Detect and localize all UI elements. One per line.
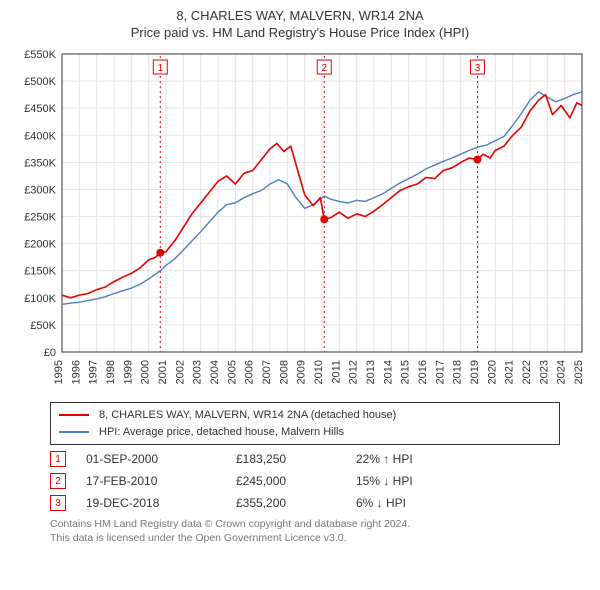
sale-date: 19-DEC-2018 <box>86 496 236 510</box>
sale-badge: 3 <box>50 495 66 511</box>
svg-text:2017: 2017 <box>434 360 446 384</box>
legend-swatch <box>59 431 89 433</box>
svg-text:2014: 2014 <box>382 360 394 384</box>
sale-diff-vs-hpi: 22% ↑ HPI <box>356 452 496 466</box>
sale-badge: 2 <box>50 473 66 489</box>
sales-table: 1 01-SEP-2000£183,25022% ↑ HPI 2 17-FEB-201… <box>50 451 590 511</box>
svg-text:£0: £0 <box>44 347 56 359</box>
svg-text:2: 2 <box>321 63 327 74</box>
svg-text:1996: 1996 <box>70 360 82 384</box>
svg-text:2003: 2003 <box>192 360 204 384</box>
svg-text:£550K: £550K <box>24 49 56 61</box>
svg-text:1997: 1997 <box>88 360 100 384</box>
chart: £0 £50K £100K £150K £200K £250K £300K £350K £400… <box>10 46 590 396</box>
svg-text:£250K: £250K <box>24 212 56 224</box>
svg-text:2021: 2021 <box>504 360 516 384</box>
sales-row-2: 2 17-FEB-2010£245,00015% ↓ HPI <box>50 473 590 489</box>
legend-swatch <box>59 414 89 416</box>
data-attribution: Contains HM Land Registry data © Crown c… <box>50 517 590 545</box>
svg-text:1998: 1998 <box>105 360 117 384</box>
legend-label: 8, CHARLES WAY, MALVERN, WR14 2NA (detac… <box>99 407 396 424</box>
chart-title-line2: Price paid vs. HM Land Registry's House … <box>10 25 590 40</box>
sales-row-1: 1 01-SEP-2000£183,25022% ↑ HPI <box>50 451 590 467</box>
svg-text:2001: 2001 <box>157 360 169 384</box>
sale-marker-badge-3: 3 <box>470 60 484 74</box>
sale-date: 17-FEB-2010 <box>86 474 236 488</box>
legend-label: HPI: Average price, detached house, Malv… <box>99 424 344 441</box>
sale-marker-badge-2: 2 <box>317 60 331 74</box>
svg-text:2004: 2004 <box>209 360 221 384</box>
svg-text:2009: 2009 <box>296 360 308 384</box>
sale-price: £183,250 <box>236 452 356 466</box>
legend-item-0: 8, CHARLES WAY, MALVERN, WR14 2NA (detac… <box>59 407 551 424</box>
svg-text:2012: 2012 <box>348 360 360 384</box>
svg-text:2006: 2006 <box>244 360 256 384</box>
svg-text:2008: 2008 <box>278 360 290 384</box>
svg-text:3: 3 <box>475 63 481 74</box>
chart-legend: 8, CHARLES WAY, MALVERN, WR14 2NA (detac… <box>50 402 560 445</box>
svg-text:£150K: £150K <box>24 266 56 278</box>
sale-marker-badge-1: 1 <box>153 60 167 74</box>
svg-text:£350K: £350K <box>24 157 56 169</box>
svg-text:£100K: £100K <box>24 293 56 305</box>
svg-text:1995: 1995 <box>53 360 65 384</box>
svg-text:2015: 2015 <box>400 360 412 384</box>
svg-text:2020: 2020 <box>486 360 498 384</box>
svg-text:£300K: £300K <box>24 184 56 196</box>
svg-text:1999: 1999 <box>122 360 134 384</box>
svg-text:£200K: £200K <box>24 239 56 251</box>
svg-text:2005: 2005 <box>226 360 238 384</box>
legend-item-1: HPI: Average price, detached house, Malv… <box>59 424 551 441</box>
svg-text:2013: 2013 <box>365 360 377 384</box>
svg-text:2023: 2023 <box>538 360 550 384</box>
sale-date: 01-SEP-2000 <box>86 452 236 466</box>
sale-diff-vs-hpi: 6% ↓ HPI <box>356 496 496 510</box>
sale-badge: 1 <box>50 451 66 467</box>
svg-text:2025: 2025 <box>573 360 585 384</box>
svg-text:2000: 2000 <box>140 360 152 384</box>
svg-text:2010: 2010 <box>313 360 325 384</box>
svg-text:2007: 2007 <box>261 360 273 384</box>
svg-text:1: 1 <box>157 63 163 74</box>
svg-text:2024: 2024 <box>556 360 568 384</box>
chart-title-line1: 8, CHARLES WAY, MALVERN, WR14 2NA <box>10 8 590 23</box>
sale-price: £355,200 <box>236 496 356 510</box>
svg-text:2019: 2019 <box>469 360 481 384</box>
sale-diff-vs-hpi: 15% ↓ HPI <box>356 474 496 488</box>
svg-text:2011: 2011 <box>330 360 342 384</box>
svg-text:£450K: £450K <box>24 103 56 115</box>
svg-text:£50K: £50K <box>30 320 56 332</box>
svg-text:2018: 2018 <box>452 360 464 384</box>
svg-text:£400K: £400K <box>24 130 56 142</box>
svg-text:£500K: £500K <box>24 76 56 88</box>
sale-price: £245,000 <box>236 474 356 488</box>
sales-row-3: 3 19-DEC-2018£355,2006% ↓ HPI <box>50 495 590 511</box>
svg-text:2022: 2022 <box>521 360 533 384</box>
footer-line2: This data is licensed under the Open Gov… <box>50 531 590 545</box>
footer-line1: Contains HM Land Registry data © Crown c… <box>50 517 590 531</box>
svg-text:2016: 2016 <box>417 360 429 384</box>
svg-text:2002: 2002 <box>174 360 186 384</box>
